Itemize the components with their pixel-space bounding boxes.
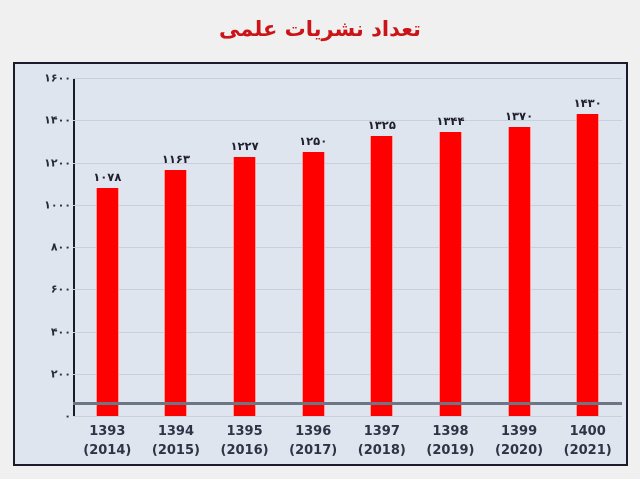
bar[interactable] bbox=[507, 126, 531, 416]
gridline bbox=[73, 162, 622, 164]
x-tick-gregorian-year: (2021) bbox=[563, 443, 612, 458]
bar[interactable] bbox=[164, 170, 188, 416]
x-tick-gregorian-year: (2015) bbox=[151, 443, 200, 458]
bar-value-label: ۱۳۴۴ bbox=[436, 114, 465, 129]
x-tick-jalali-year: 1394 bbox=[157, 424, 195, 439]
x-tick-jalali-year: 1395 bbox=[226, 424, 263, 439]
bar-value-label: ۱۳۲۵ bbox=[367, 118, 396, 133]
x-tick-gregorian-year: (2014) bbox=[83, 443, 132, 458]
x-tick-jalali-year: 1397 bbox=[363, 424, 400, 439]
y-axis-tick-label: ۱۰۰۰ bbox=[44, 198, 71, 212]
x-tick-jalali-year: 1400 bbox=[569, 424, 606, 439]
bar[interactable] bbox=[301, 151, 325, 416]
x-axis-tick-label: 1400 (2021) bbox=[551, 422, 625, 460]
x-tick-gregorian-year: (2019) bbox=[426, 443, 475, 458]
gridline bbox=[73, 331, 622, 333]
x-tick-jalali-year: 1393 bbox=[89, 424, 126, 439]
x-axis-tick-labels: 1393 (2014) 1394 (2015) 1395 (2016) 1396 (2017)… bbox=[73, 422, 622, 468]
gridline bbox=[73, 204, 622, 206]
y-axis-tick-label: ۱۶۰۰ bbox=[44, 71, 71, 85]
chart-title: تعداد نشریات علمی bbox=[219, 17, 421, 41]
x-axis-tick-label: 1395 (2016) bbox=[208, 422, 282, 460]
x-tick-gregorian-year: (2016) bbox=[220, 443, 269, 458]
y-axis-tick-label: ۴۰۰ bbox=[50, 325, 71, 338]
x-axis-line bbox=[73, 402, 622, 405]
bar-value-label: ۱۰۷۸ bbox=[93, 170, 122, 185]
x-axis-tick-label: 1398 (2019) bbox=[413, 422, 487, 460]
y-axis-tick-labels: ۱۶۰۰ ۱۴۰۰ ۱۲۰۰ ۱۰۰۰ ۸۰۰ ۶۰۰ ۴۰۰ ۲۰۰ ۰ bbox=[15, 64, 71, 468]
y-axis-tick-label: ۶۰۰ bbox=[50, 282, 71, 296]
bar[interactable] bbox=[576, 113, 600, 416]
gridline bbox=[73, 120, 622, 122]
x-axis-tick-label: 1393 (2014) bbox=[70, 422, 144, 460]
gridline bbox=[73, 78, 622, 79]
bar[interactable] bbox=[95, 188, 119, 416]
gridline bbox=[73, 373, 622, 375]
gridline bbox=[73, 289, 622, 291]
x-axis-tick-label: 1396 (2017) bbox=[276, 422, 350, 460]
x-tick-jalali-year: 1399 bbox=[500, 424, 538, 439]
bar[interactable] bbox=[438, 132, 462, 416]
bar-value-label: ۱۳۷۰ bbox=[505, 108, 534, 123]
gridline bbox=[73, 416, 622, 417]
x-axis-tick-label: 1397 (2018) bbox=[345, 422, 419, 460]
x-axis-tick-label: 1394 (2015) bbox=[139, 422, 213, 460]
y-axis-tick-label: ۲۰۰ bbox=[50, 367, 71, 381]
bar[interactable] bbox=[370, 136, 394, 416]
bar-value-label: ۱۲۵۰ bbox=[299, 133, 328, 148]
bar-value-label: ۱۱۶۳ bbox=[161, 152, 190, 167]
x-tick-jalali-year: 1396 bbox=[295, 424, 332, 439]
x-tick-jalali-year: 1398 bbox=[432, 424, 469, 439]
chart-panel: ۱۶۰۰ ۱۴۰۰ ۱۲۰۰ ۱۰۰۰ ۸۰۰ ۶۰۰ ۴۰۰ ۲۰۰ ۰ ۱۰۷۸ ۱۱۶۳ ۱۲… bbox=[13, 62, 628, 466]
bar[interactable] bbox=[233, 156, 257, 416]
plot-area: ۱۰۷۸ ۱۱۶۳ ۱۲۲۷ ۱۲۵۰ ۱۳۲۵ ۱۳۴۴ ۱۳۷۰ ۱۴۳۰ bbox=[73, 78, 622, 417]
gridline bbox=[73, 247, 622, 248]
x-tick-gregorian-year: (2017) bbox=[289, 443, 338, 458]
y-axis-tick-label: ۱۲۰۰ bbox=[44, 156, 71, 169]
y-axis-tick-label: ۱۴۰۰ bbox=[44, 113, 71, 127]
bar-value-label: ۱۲۲۷ bbox=[230, 138, 259, 153]
y-axis-tick-label: ۰ bbox=[64, 409, 71, 423]
bar-value-label: ۱۴۳۰ bbox=[573, 95, 602, 110]
x-axis-tick-label: 1399 (2020) bbox=[482, 422, 556, 460]
x-tick-gregorian-year: (2020) bbox=[495, 443, 544, 458]
y-axis-tick-label: ۸۰۰ bbox=[50, 240, 71, 254]
x-tick-gregorian-year: (2018) bbox=[357, 443, 406, 458]
